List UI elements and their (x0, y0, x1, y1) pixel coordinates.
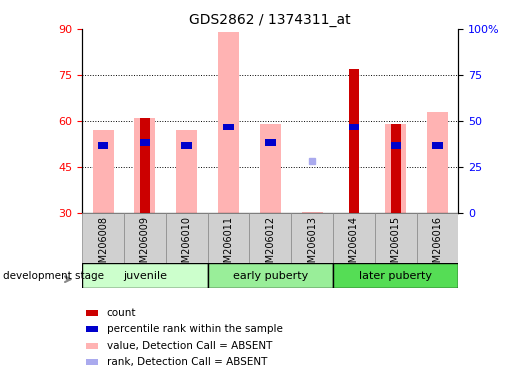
Text: count: count (107, 308, 136, 318)
Bar (139, 118, 150, 213)
Bar (86, 310, 98, 316)
Text: GSM206008: GSM206008 (98, 216, 108, 275)
Bar (218, 32, 239, 213)
Bar (86, 343, 98, 349)
Bar (265, 139, 276, 146)
Text: GSM206009: GSM206009 (140, 216, 150, 275)
Bar (139, 139, 150, 146)
Bar (86, 326, 98, 333)
Bar (166, 213, 208, 263)
Bar (385, 124, 406, 213)
Bar (391, 142, 401, 149)
Text: percentile rank within the sample: percentile rank within the sample (107, 324, 282, 334)
Text: juvenile: juvenile (123, 270, 167, 281)
Bar (333, 263, 458, 288)
Text: rank, Detection Call = ABSENT: rank, Detection Call = ABSENT (107, 357, 267, 367)
Text: GSM206014: GSM206014 (349, 216, 359, 275)
Text: early puberty: early puberty (233, 270, 308, 281)
Text: GSM206016: GSM206016 (432, 216, 443, 275)
Bar (82, 263, 208, 288)
Bar (82, 213, 124, 263)
Text: GSM206013: GSM206013 (307, 216, 317, 275)
Bar (391, 124, 401, 213)
Bar (417, 213, 458, 263)
Bar (302, 212, 323, 213)
Bar (375, 213, 417, 263)
Bar (86, 359, 98, 365)
Bar (432, 142, 443, 149)
Bar (181, 142, 192, 149)
Bar (124, 213, 166, 263)
Text: GSM206015: GSM206015 (391, 216, 401, 275)
Text: later puberty: later puberty (359, 270, 432, 281)
Text: GDS2862 / 1374311_at: GDS2862 / 1374311_at (190, 13, 351, 27)
Text: GSM206011: GSM206011 (224, 216, 234, 275)
Text: value, Detection Call = ABSENT: value, Detection Call = ABSENT (107, 341, 272, 351)
Bar (135, 118, 155, 213)
Bar (349, 124, 359, 130)
Text: GSM206010: GSM206010 (182, 216, 192, 275)
Bar (208, 213, 250, 263)
Text: GSM206012: GSM206012 (266, 216, 275, 275)
Bar (250, 213, 291, 263)
Bar (349, 69, 359, 213)
Bar (176, 130, 197, 213)
Bar (260, 124, 281, 213)
Bar (93, 130, 113, 213)
Bar (98, 142, 108, 149)
Bar (333, 213, 375, 263)
Bar (291, 213, 333, 263)
Bar (208, 263, 333, 288)
Text: development stage: development stage (3, 270, 104, 281)
Bar (427, 112, 448, 213)
Bar (223, 124, 234, 130)
